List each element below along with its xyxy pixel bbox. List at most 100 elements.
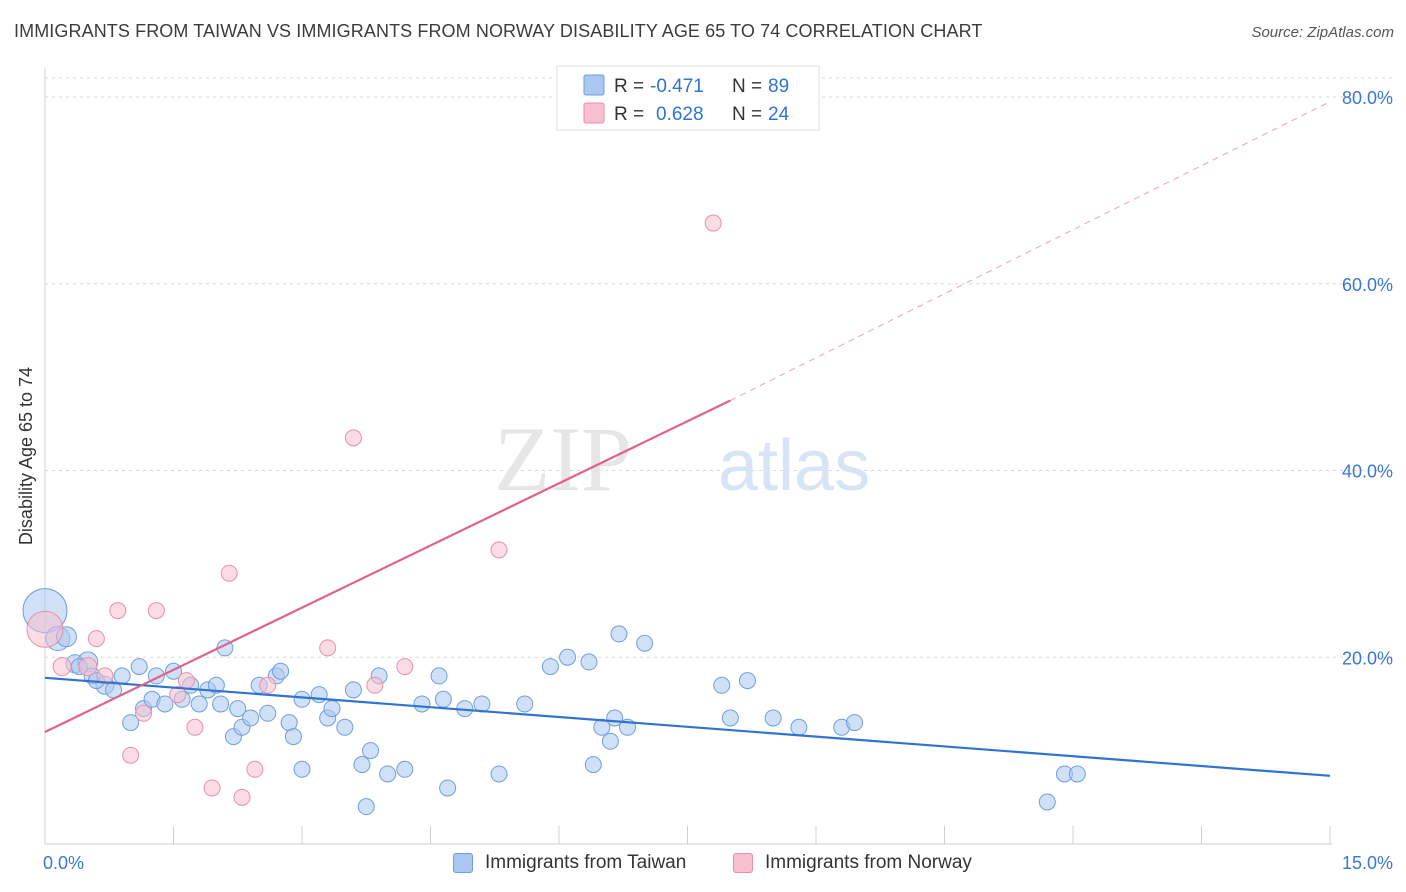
taiwan-point — [122, 714, 140, 732]
legend-n-label-norway: N = — [732, 104, 762, 125]
taiwan-point — [353, 756, 371, 774]
norway-point — [109, 602, 127, 620]
source-credit: Source: ZipAtlas.com — [1251, 24, 1394, 41]
x-tick-labels: 0.0% 15.0% — [43, 853, 1393, 873]
norway-point — [135, 704, 153, 722]
legend-swatch-taiwan — [583, 74, 605, 96]
x-tick-label: 15.0% — [1342, 853, 1393, 873]
legend-item-norway[interactable]: Immigrants from Norway — [733, 852, 972, 874]
bottom-legend: Immigrants from Taiwan Immigrants from N… — [0, 852, 1406, 880]
norway-point — [246, 760, 264, 778]
norway-point — [220, 564, 238, 582]
y-tick-label: 20.0% — [1342, 648, 1393, 668]
taiwan-point — [713, 676, 731, 694]
taiwan-point — [293, 760, 311, 778]
legend-swatch-norway-bottom — [733, 853, 753, 873]
taiwan-point — [610, 625, 628, 643]
y-tick-labels: 20.0% 40.0% 60.0% 80.0% — [1342, 88, 1393, 668]
norway-point — [233, 788, 251, 806]
taiwan-point — [336, 718, 354, 736]
taiwan-point — [434, 690, 452, 708]
norway-point — [366, 676, 384, 694]
legend-item-taiwan[interactable]: Immigrants from Taiwan — [453, 852, 686, 874]
y-tick-label: 40.0% — [1342, 462, 1393, 482]
x-tick-label: 0.0% — [43, 853, 84, 873]
taiwan-point — [284, 728, 302, 746]
legend-r-value-taiwan: -0.471 — [650, 76, 704, 97]
taiwan-point — [207, 676, 225, 694]
norway-point — [78, 657, 98, 677]
legend-n-value-norway: 24 — [768, 104, 790, 125]
taiwan-point — [580, 653, 598, 671]
taiwan-point — [212, 695, 230, 713]
taiwan-point — [357, 798, 375, 816]
stats-legend: R = -0.471 N = 89 R = 0.628 N = 24 — [556, 65, 820, 131]
taiwan-point — [846, 714, 864, 732]
norway-trend-extension — [730, 101, 1331, 401]
axes — [44, 68, 1332, 845]
taiwan-point — [413, 695, 431, 713]
taiwan-point — [584, 756, 602, 774]
taiwan-point — [721, 709, 739, 727]
norway-point — [203, 779, 221, 797]
norway-point — [169, 686, 187, 704]
norway-point — [259, 676, 277, 694]
taiwan-point — [516, 695, 534, 713]
chart-title: IMMIGRANTS FROM TAIWAN VS IMMIGRANTS FRO… — [14, 21, 983, 41]
norway-point — [396, 658, 414, 676]
taiwan-point — [1038, 793, 1056, 811]
norway-point — [177, 672, 195, 690]
taiwan-point — [272, 662, 290, 680]
legend-n-value-taiwan: 89 — [768, 76, 789, 97]
taiwan-point — [259, 704, 277, 722]
taiwan-point — [541, 658, 559, 676]
norway-point — [52, 657, 72, 677]
taiwan-point — [738, 672, 756, 690]
legend-swatch-norway — [583, 102, 605, 124]
y-tick-label: 60.0% — [1342, 275, 1393, 295]
norway-trend-line — [44, 399, 731, 733]
taiwan-point — [473, 695, 491, 713]
taiwan-trend-line — [44, 676, 1331, 777]
norway-point — [96, 667, 114, 685]
watermark: ZIP atlas — [494, 408, 870, 510]
taiwan-point — [764, 709, 782, 727]
norway-point — [490, 541, 508, 559]
series-norway-points — [26, 214, 722, 806]
taiwan-point — [490, 765, 508, 783]
norway-point — [87, 630, 105, 648]
y-axis-label: Disability Age 65 to 74 — [16, 367, 36, 545]
legend-n-label-taiwan: N = — [732, 76, 762, 97]
taiwan-point — [362, 742, 380, 760]
norway-point — [319, 639, 337, 657]
norway-point — [344, 429, 362, 447]
legend-r-label-taiwan: R = — [614, 76, 644, 97]
taiwan-point — [396, 760, 414, 778]
taiwan-point — [229, 700, 247, 718]
trend-lines — [44, 101, 1331, 777]
taiwan-point — [323, 700, 341, 718]
y-tick-label: 80.0% — [1342, 88, 1393, 108]
taiwan-point — [430, 667, 448, 685]
taiwan-point — [242, 709, 260, 727]
taiwan-point — [636, 634, 654, 652]
norway-point — [147, 602, 165, 620]
taiwan-point — [439, 779, 457, 797]
grid-lines — [45, 77, 1392, 658]
norway-point — [186, 718, 204, 736]
taiwan-point — [293, 690, 311, 708]
taiwan-point — [190, 695, 208, 713]
taiwan-point — [559, 648, 577, 666]
norway-point — [704, 214, 722, 232]
watermark-atlas: atlas — [718, 426, 870, 506]
taiwan-point — [280, 714, 298, 732]
legend-r-label-norway: R = — [614, 104, 644, 125]
taiwan-point — [130, 658, 148, 676]
taiwan-point — [601, 732, 619, 750]
norway-point — [26, 610, 64, 648]
legend-label-taiwan: Immigrants from Taiwan — [485, 852, 687, 873]
taiwan-point — [379, 765, 397, 783]
norway-point — [122, 746, 140, 764]
legend-swatch-taiwan-bottom — [453, 853, 473, 873]
